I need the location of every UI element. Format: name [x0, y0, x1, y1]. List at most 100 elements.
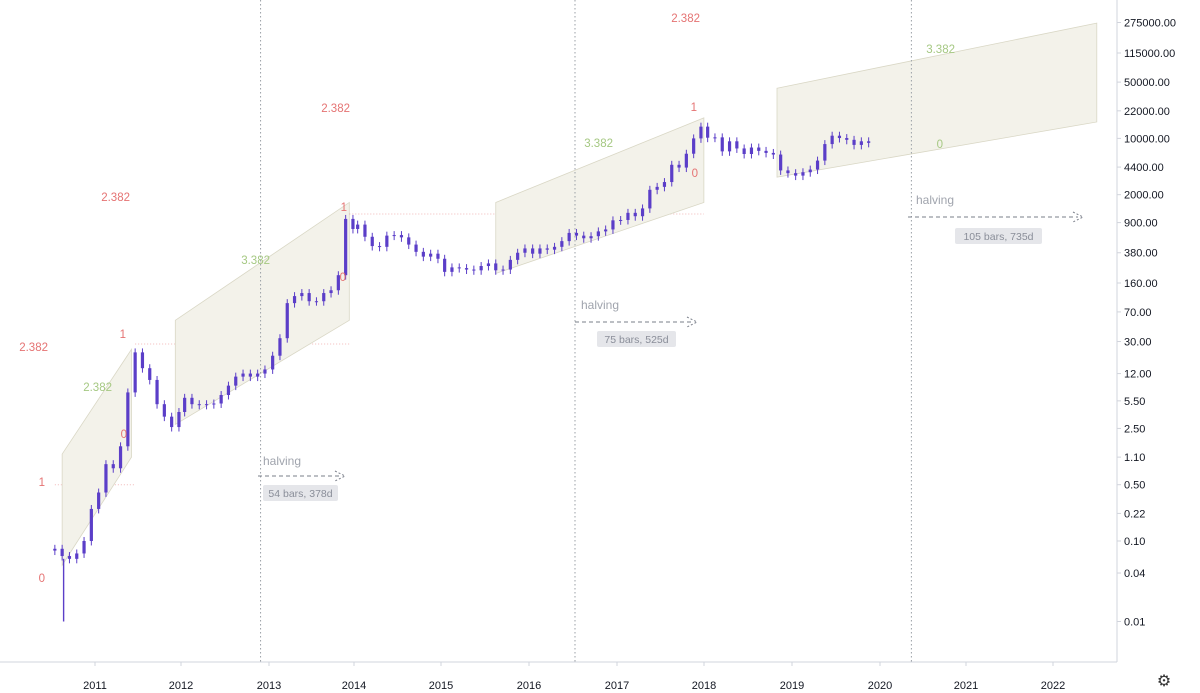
fib-level-label: 2.382	[321, 103, 350, 115]
price-bar-body	[104, 464, 108, 493]
price-bar-body	[278, 338, 282, 356]
price-tick-label: 1.10	[1124, 452, 1145, 464]
fib-level-label: 0	[39, 573, 45, 585]
price-bar-body	[830, 135, 834, 145]
price-bar-body	[648, 189, 652, 209]
price-bar-body	[82, 540, 86, 554]
price-bar-body	[845, 138, 849, 140]
price-tick-label: 0.01	[1124, 617, 1145, 629]
halving-measure-text: 75 bars, 525d	[604, 334, 668, 346]
price-bar-body	[640, 208, 645, 217]
price-bar-body	[307, 293, 311, 302]
fib-level-label: 2.382	[101, 192, 130, 204]
price-tick-label: 2000.00	[1124, 190, 1164, 202]
price-bar-body	[611, 220, 615, 230]
price-bar-body	[204, 404, 209, 406]
price-bar-body	[53, 548, 57, 551]
price-series	[53, 122, 871, 622]
price-bar-body	[89, 508, 93, 541]
price-bar-body	[234, 376, 238, 386]
price-bar-body	[626, 212, 630, 220]
price-bar-body	[177, 411, 181, 428]
price-bar-body	[852, 139, 856, 145]
price-bar-body	[494, 263, 498, 271]
price-bar-body	[67, 556, 72, 559]
price-bar-body	[300, 293, 304, 297]
fib-level-label: 1	[691, 102, 697, 114]
price-bar-body	[285, 303, 289, 339]
price-bar-body	[464, 268, 469, 270]
time-axis[interactable]: 2011 2012 2013 2014 2015 2016 2017 2018 2019 2020…	[83, 662, 1065, 692]
price-tick-label: 22000.00	[1124, 106, 1170, 118]
price-bar-body	[126, 392, 130, 447]
price-bar-body	[582, 235, 586, 239]
price-bar-body	[392, 235, 396, 237]
price-bar-body	[670, 164, 674, 183]
price-bar-body	[336, 275, 340, 291]
time-tick-label: 2018	[692, 680, 716, 692]
price-bar-body	[118, 446, 123, 469]
price-bar-body	[356, 224, 360, 229]
price-tick-label: 70.00	[1124, 307, 1152, 319]
price-bar-body	[148, 368, 152, 380]
price-bar-body	[385, 235, 389, 247]
fib-level-label: 1	[39, 477, 45, 489]
time-tick-label: 2012	[169, 680, 193, 692]
price-bar-body	[794, 173, 798, 176]
price-bar-body	[706, 126, 710, 138]
price-bar-body	[60, 548, 64, 557]
time-tick-label: 2015	[429, 680, 453, 692]
price-bar-body	[351, 218, 355, 229]
price-bar-body	[808, 169, 812, 173]
price-tick-label: 0.22	[1124, 508, 1145, 520]
price-bar-body	[377, 246, 382, 248]
price-tick-label: 50000.00	[1124, 77, 1170, 89]
halving-measure-badge	[597, 331, 676, 347]
price-bar-body	[421, 251, 425, 257]
price-bar-body	[764, 150, 768, 153]
settings-gear-icon[interactable]: ⚙	[1156, 671, 1172, 690]
price-bar-body	[757, 147, 761, 151]
price-bar-body	[256, 373, 260, 377]
price-bar-body	[815, 160, 820, 170]
price-bar-body	[97, 492, 101, 509]
halving-measure-badge	[955, 228, 1042, 244]
time-tick-label: 2022	[1041, 680, 1065, 692]
price-bar-body	[363, 224, 367, 237]
price-tick-label: 380.00	[1124, 248, 1158, 260]
fib-level-label: 1	[120, 329, 126, 341]
price-bar-body	[742, 148, 746, 154]
price-bar-body	[867, 141, 871, 143]
price-bar-body	[241, 373, 245, 377]
price-bar-body	[786, 170, 790, 174]
fib-level-label: 0	[340, 272, 346, 284]
fib-level-label: 0	[121, 429, 127, 441]
price-axis[interactable]: 275000.00 115000.00 50000.00 22000.00 10000.…	[1117, 18, 1176, 629]
price-bar-body	[162, 404, 166, 417]
fib-level-label: 0	[692, 168, 698, 180]
price-bar-body	[190, 397, 194, 405]
price-bar-body	[486, 263, 491, 267]
price-bar-body	[633, 212, 637, 217]
channel-level-label: 3.382	[926, 44, 955, 56]
price-bar-body	[472, 269, 476, 271]
axes-layer: 275000.00115000.0050000.0022000.0010000.…	[0, 0, 1176, 692]
price-bar-body	[684, 153, 688, 168]
price-bar-body	[75, 553, 79, 559]
price-bar-body	[574, 232, 579, 236]
price-bar-body	[292, 296, 297, 304]
fib-labels-layer: 2.382 1 0 2.382 1 0 2.382 1 0 2.382 1 0 2.382 3.382 3.…	[19, 13, 955, 585]
price-tick-label: 275000.00	[1124, 18, 1176, 30]
price-tick-label: 4400.00	[1124, 162, 1164, 174]
time-tick-label: 2020	[868, 680, 892, 692]
price-bar-body	[155, 379, 159, 405]
price-bar-body	[516, 252, 520, 260]
channel-level-label: 2.382	[83, 382, 112, 394]
price-bar-body	[414, 244, 418, 252]
halving-label: halving	[263, 454, 301, 468]
price-bar-body	[552, 246, 557, 250]
halving-measure-layer: halving 54 bars, 378d halving 75 bars, 525d…	[258, 193, 1085, 501]
price-bar-body	[859, 141, 863, 145]
price-bar-body	[170, 416, 174, 428]
